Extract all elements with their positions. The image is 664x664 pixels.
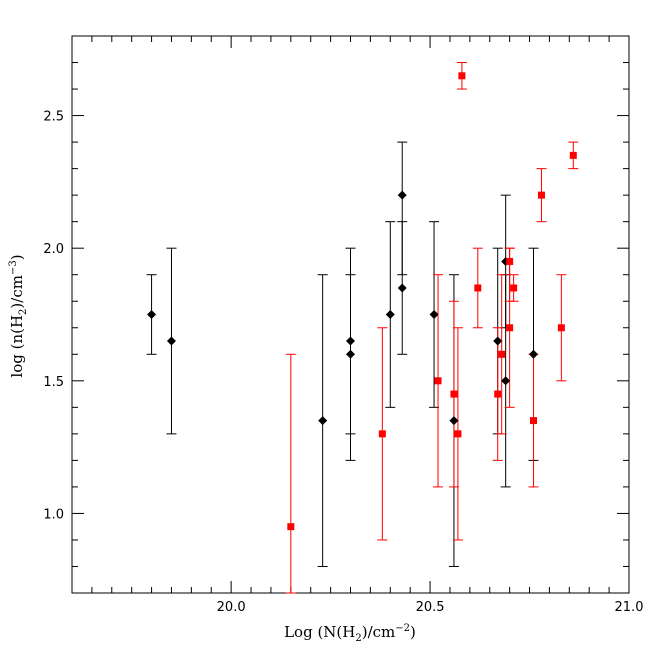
square-marker	[506, 324, 514, 332]
axis-ticks	[71, 35, 630, 594]
axis-tick-labels: 20.0 20.5 21.0 1.0 1.5 2.0 2.5	[43, 110, 643, 615]
x-tick-label: 20.0	[217, 600, 246, 615]
axis-title-part: )/cm	[8, 275, 26, 309]
axis-title-part: )	[8, 254, 26, 260]
error-bar	[285, 353, 296, 594]
square-marker	[506, 257, 514, 265]
diamond-marker	[318, 416, 328, 426]
square-marker	[494, 390, 502, 398]
axis-title-part: )/cm	[362, 623, 396, 641]
diamond-marker	[449, 416, 459, 426]
diamond-marker	[397, 190, 407, 200]
square-marker	[450, 390, 458, 398]
diamond-marker	[429, 310, 439, 319]
diamond-marker	[493, 336, 503, 346]
axis-title-part: 2	[355, 633, 361, 644]
diamond-marker	[397, 283, 407, 293]
y-tick-label: 1.0	[43, 507, 64, 522]
y-tick-label: 2.0	[43, 242, 64, 257]
square-marker	[537, 191, 545, 199]
x-tick-label: 21.0	[615, 600, 644, 615]
axis-title-part: Log (N(H	[284, 623, 355, 641]
diamond-marker	[346, 336, 355, 346]
diamond-marker	[147, 310, 157, 319]
axis-title-part: log (n(H	[8, 315, 26, 378]
diamond-marker	[385, 310, 395, 319]
error-bar	[345, 274, 356, 461]
square-marker	[474, 284, 482, 292]
axis-title-part: −3	[8, 260, 19, 275]
axis-title-part: )	[410, 623, 416, 641]
diamond-marker	[346, 349, 355, 359]
y-axis-title: log (n(H2)/cm−3)	[8, 254, 29, 377]
diamond-marker	[166, 336, 176, 346]
y-tick-label: 2.5	[43, 110, 64, 125]
square-marker	[498, 350, 506, 358]
square-marker	[557, 324, 565, 332]
square-marker	[287, 523, 295, 531]
error-bars	[146, 62, 579, 594]
square-marker	[378, 430, 386, 438]
axis-title-part: −2	[395, 623, 410, 634]
axis-title-part: 2	[18, 309, 29, 315]
x-tick-label: 20.5	[416, 600, 445, 615]
square-marker	[458, 72, 466, 80]
data-markers	[147, 72, 577, 531]
square-marker	[530, 417, 538, 425]
square-marker	[569, 151, 577, 159]
diamond-marker	[529, 349, 539, 359]
y-tick-label: 1.5	[43, 375, 64, 390]
square-marker	[454, 430, 462, 438]
diamond-marker	[501, 376, 511, 386]
x-axis-title: Log (N(H2)/cm−2)	[284, 623, 416, 644]
square-marker	[510, 284, 518, 292]
square-marker	[434, 377, 442, 385]
